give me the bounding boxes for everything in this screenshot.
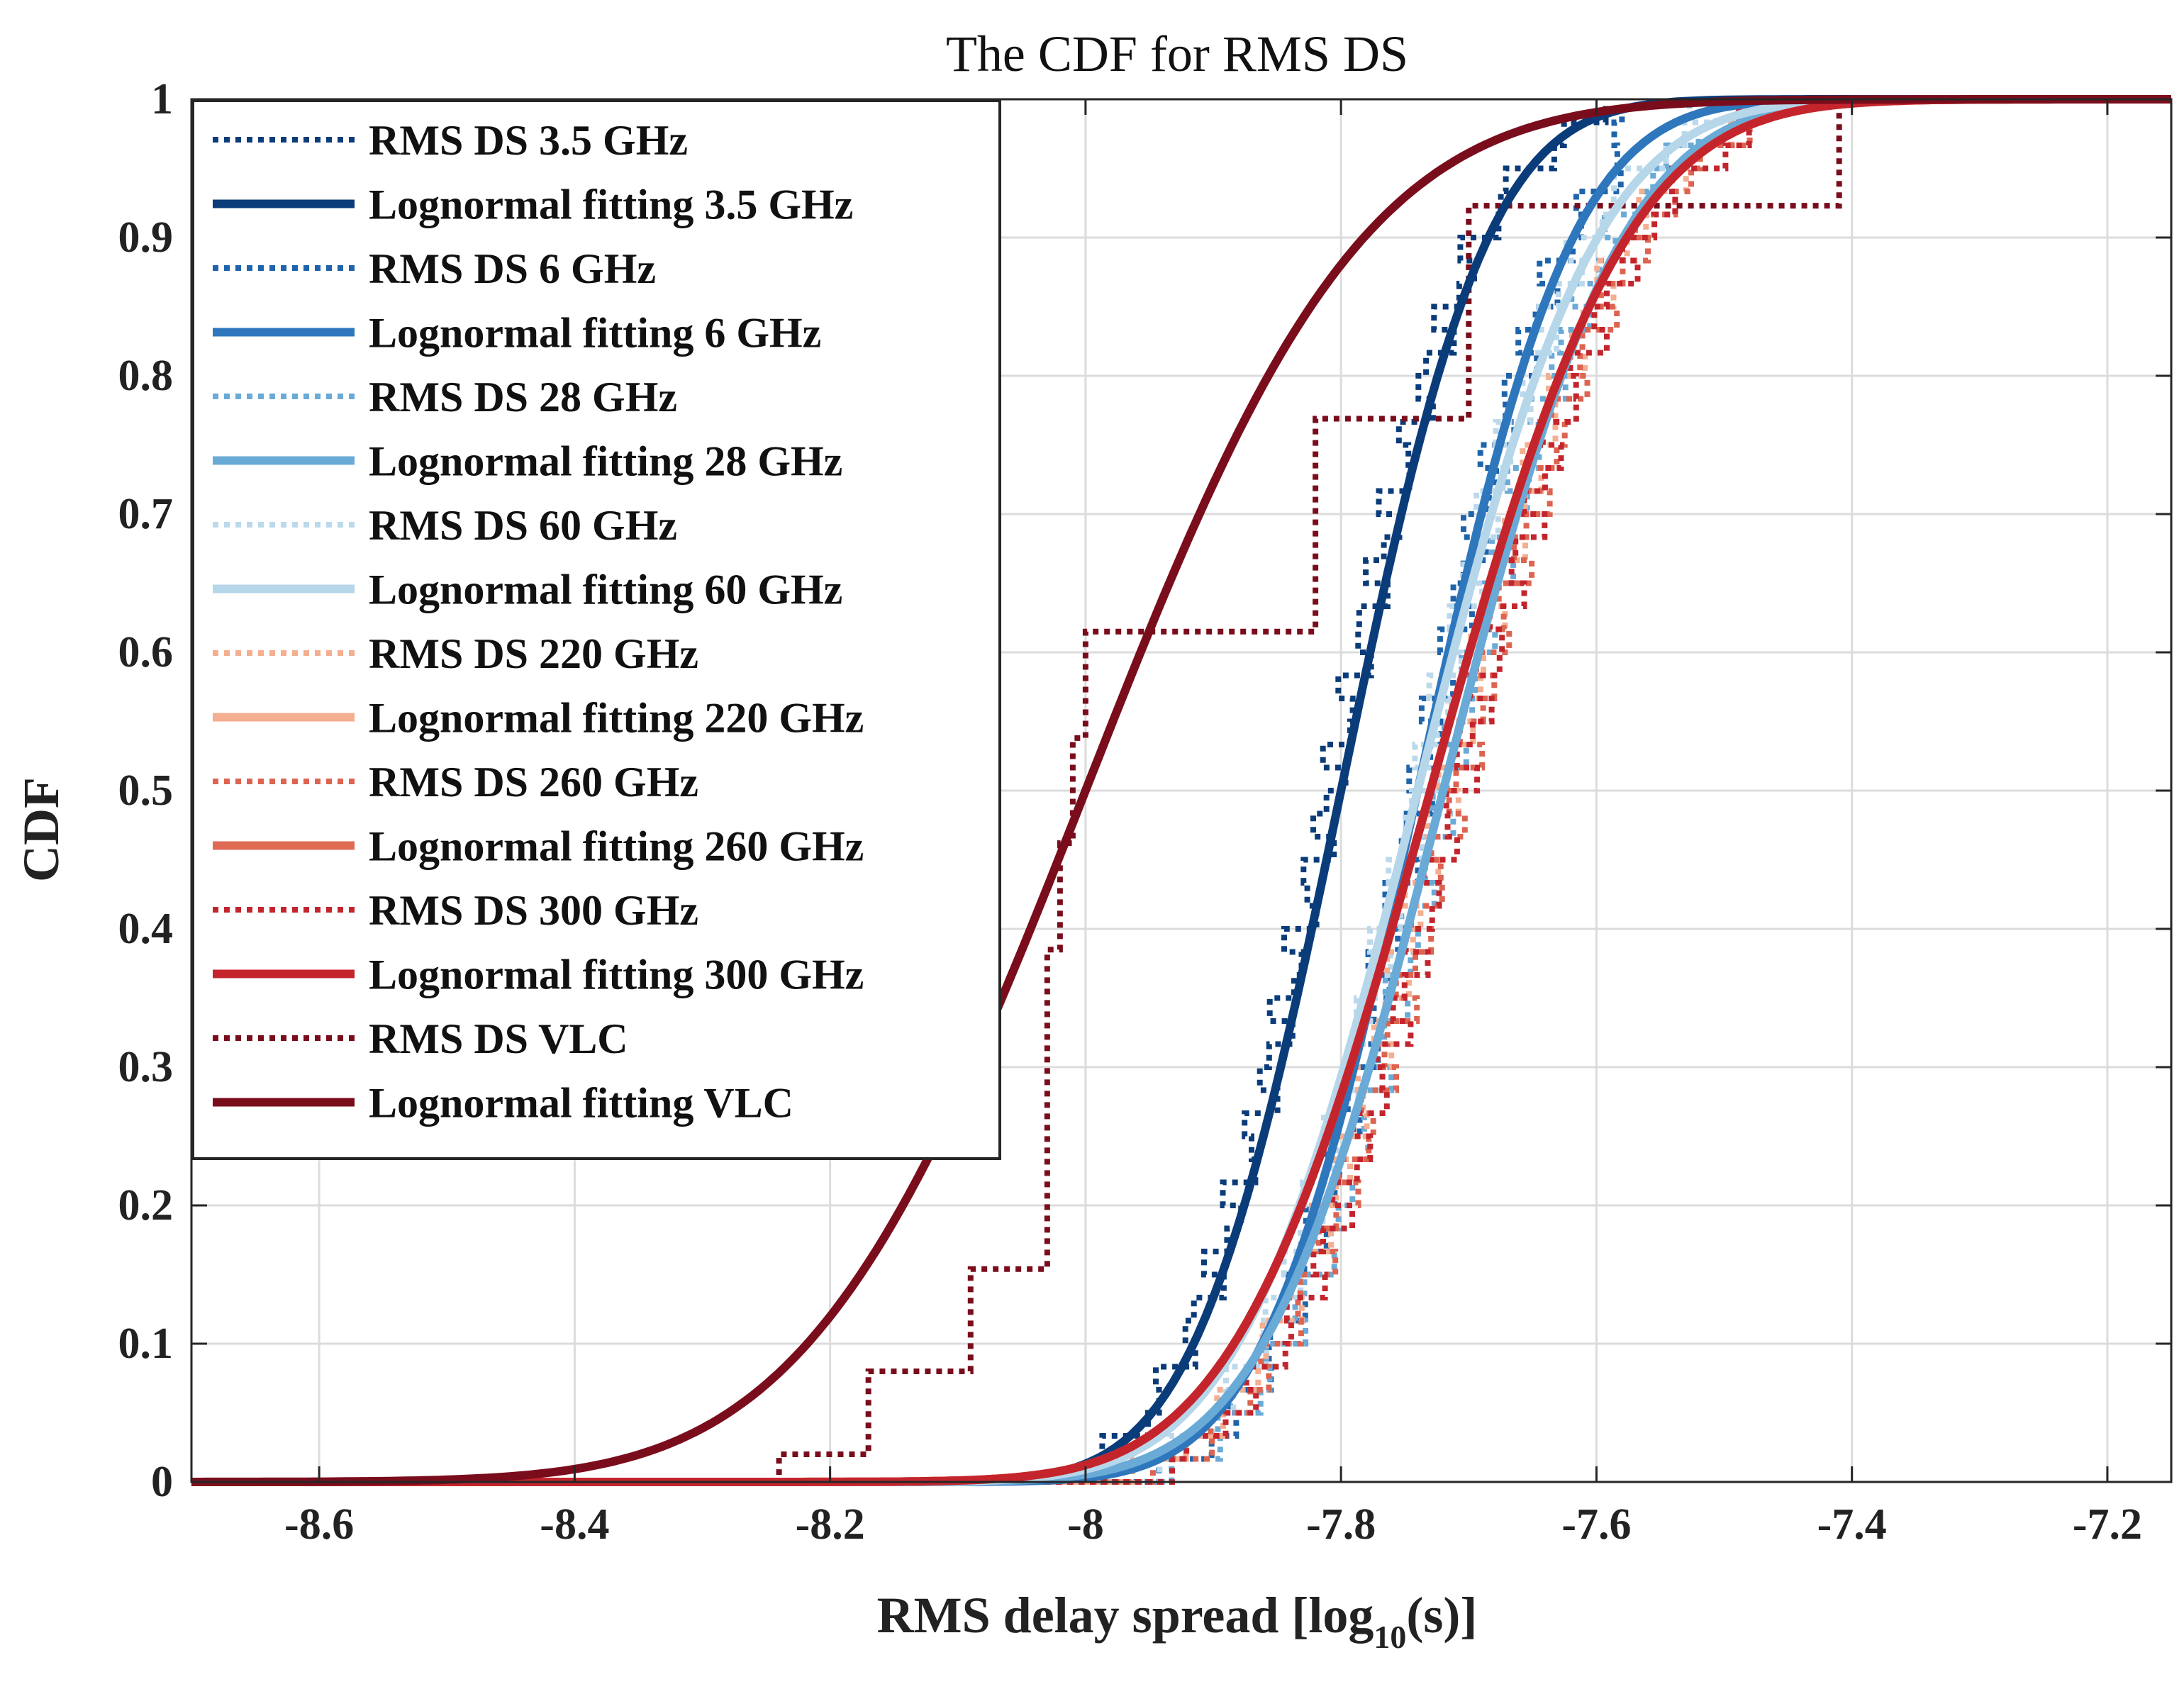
x-tick-label: -7.6 — [1561, 1500, 1631, 1549]
legend-box — [191, 99, 1001, 1160]
legend-label: Lognormal fitting 300 GHz — [369, 952, 864, 998]
x-tick-label: -8.4 — [540, 1500, 609, 1549]
series-rms-ds-28-ghz-steps — [830, 99, 1702, 1485]
legend-label: RMS DS 3.5 GHz — [369, 117, 688, 164]
x-axis-ticks: -8.6 -8.4 -8.2 -8 -7.8 -7.6 -7.4 -7.2 — [284, 99, 2142, 1549]
series-rms-ds-220-ghz-steps — [845, 99, 1753, 1485]
legend-label: Lognormal fitting 6 GHz — [369, 310, 821, 357]
legend-label: Lognormal fitting 60 GHz — [369, 567, 842, 613]
x-tick-label: -8.6 — [284, 1500, 354, 1549]
legend-label: Lognormal fitting 260 GHz — [369, 823, 864, 870]
y-tick-label: 0.3 — [118, 1043, 174, 1091]
x-axis-label-end: (s)] — [1406, 1587, 1477, 1644]
y-tick-label: 0 — [151, 1458, 173, 1506]
y-axis-label: CDF — [13, 777, 69, 882]
y-tick-label: 0.4 — [118, 905, 174, 953]
x-axis-label-main: RMS delay spread [log — [877, 1587, 1374, 1644]
x-axis-label: RMS delay spread [log10(s)] — [877, 1587, 1478, 1655]
y-tick-label: 1 — [151, 75, 173, 123]
legend-label: Lognormal fitting VLC — [369, 1080, 793, 1127]
legend-label: RMS DS 28 GHz — [369, 374, 677, 420]
y-axis-ticks: 0 0.1 0.2 0.3 0.4 0.5 0.6 0.7 0.8 0.9 1 — [118, 75, 2171, 1506]
x-tick-label: -7.8 — [1306, 1500, 1376, 1549]
x-tick-label: -8 — [1067, 1500, 1104, 1549]
y-tick-label: 0.8 — [118, 352, 174, 400]
x-tick-label: -7.2 — [2073, 1500, 2142, 1549]
y-tick-label: 0.6 — [118, 628, 174, 676]
y-tick-label: 0.9 — [118, 213, 174, 262]
legend-label: RMS DS 260 GHz — [369, 759, 698, 806]
legend-label: Lognormal fitting 28 GHz — [369, 438, 842, 485]
legend-label: RMS DS 6 GHz — [369, 245, 656, 292]
legend-label: RMS DS VLC — [369, 1015, 628, 1062]
y-tick-label: 0.2 — [118, 1181, 174, 1230]
y-tick-label: 0.5 — [118, 767, 174, 815]
legend-label: Lognormal fitting 220 GHz — [369, 695, 864, 742]
x-tick-label: -7.4 — [1817, 1500, 1887, 1549]
legend-label: Lognormal fitting 3.5 GHz — [369, 182, 853, 228]
x-tick-label: -8.2 — [796, 1500, 865, 1549]
chart-title: The CDF for RMS DS — [946, 26, 1408, 82]
series-rms-ds-260-ghz-steps — [830, 99, 1753, 1485]
y-tick-label: 0.1 — [118, 1320, 174, 1368]
legend-label: RMS DS 300 GHz — [369, 887, 698, 934]
legend: RMS DS 3.5 GHz Lognormal fitting 3.5 GHz R… — [191, 99, 1001, 1160]
legend-label: RMS DS 220 GHz — [369, 630, 698, 677]
x-axis-label-subscript: 10 — [1374, 1619, 1406, 1655]
y-tick-label: 0.7 — [118, 490, 174, 538]
legend-label: RMS DS 60 GHz — [369, 502, 677, 549]
